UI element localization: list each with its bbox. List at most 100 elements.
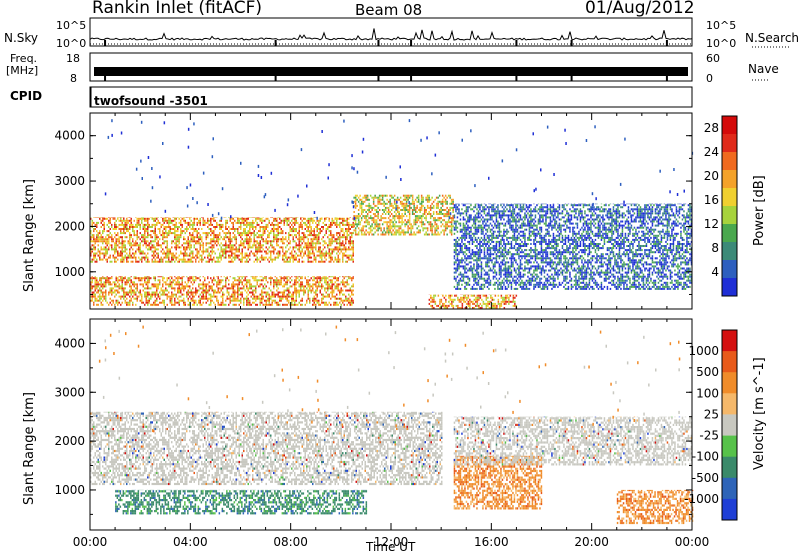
power-panel-cell: [463, 274, 465, 276]
power-panel-cell: [476, 265, 478, 267]
power-panel-cell: [454, 268, 456, 270]
power-panel-cell: [207, 248, 209, 250]
power-panel-cell: [218, 292, 220, 294]
power-panel-cell: [294, 276, 296, 277]
power-panel-cell: [138, 277, 140, 279]
power-panel-cell: [207, 257, 209, 259]
power-panel-cell: [168, 222, 170, 224]
power-panel-cell: [125, 226, 127, 228]
power-panel-cell: [246, 220, 248, 222]
power-panel-cell: [234, 248, 236, 250]
power-panel-cell: [467, 204, 469, 205]
power-panel-cell: [152, 296, 154, 298]
power-panel-cell: [443, 201, 445, 203]
power-panel-cell: [182, 261, 184, 263]
power-panel-cell: [348, 276, 350, 277]
power-panel-cell: [264, 240, 266, 242]
power-panel-cell: [164, 240, 166, 242]
power-panel-cell: [458, 251, 460, 253]
power-panel-cell: [134, 283, 136, 285]
power-panel-cell: [339, 290, 341, 292]
power-panel-cell: [207, 298, 209, 300]
power-panel-cell: [332, 253, 334, 255]
power-panel-cell: [347, 224, 349, 226]
power-panel-cell: [159, 296, 161, 298]
power-panel-cell: [418, 225, 420, 227]
power-panel-cell: [132, 226, 134, 228]
power-panel-cell: [377, 217, 379, 219]
power-panel-cell: [284, 294, 286, 296]
power-panel-cell: [326, 283, 328, 285]
power-panel-cell: [105, 277, 107, 279]
power-panel-cell: [173, 217, 175, 218]
power-panel-cell: [230, 251, 232, 253]
power-panel-cell: [317, 251, 319, 253]
power-panel-cell: [401, 209, 403, 211]
power-panel-cell: [204, 285, 206, 287]
power-panel-cell: [203, 296, 205, 298]
power-panel-cell: [212, 281, 214, 283]
power-panel-cell: [421, 221, 423, 223]
power-panel-cell: [146, 298, 148, 300]
power-panel-cell: [210, 246, 212, 248]
power-panel-cell: [116, 226, 118, 228]
power-panel-cell: [264, 283, 266, 285]
power-panel-cell: [269, 296, 271, 298]
power-panel-cell: [92, 276, 94, 277]
power-panel-cell: [161, 302, 163, 304]
power-panel-cell: [206, 292, 208, 294]
power-panel-cell: [308, 242, 310, 244]
power-panel-cell: [144, 240, 146, 242]
power-panel-cell: [484, 251, 486, 253]
power-panel-cell: [168, 230, 170, 232]
power-panel-cell: [440, 209, 442, 211]
power-panel-cell: [312, 248, 314, 250]
power-panel-cell: [460, 251, 462, 253]
power-panel-cell: [358, 209, 360, 211]
power-panel-cell: [303, 218, 305, 220]
power-panel-cell: [165, 217, 167, 218]
power-panel-cell: [129, 253, 131, 255]
power-panel-cell: [347, 279, 349, 281]
power-panel-cell: [482, 243, 484, 245]
power-panel-cell: [454, 233, 456, 235]
power-panel-cell: [179, 300, 181, 302]
power-panel-cell: [167, 242, 169, 244]
power-panel-cell: [219, 283, 221, 285]
power-panel-cell: [355, 197, 357, 199]
power-panel-cell: [207, 255, 209, 257]
power-panel-cell: [273, 251, 275, 253]
power-panel-cell: [457, 249, 459, 251]
power-panel-cell: [446, 234, 448, 236]
power-panel-cell: [270, 230, 272, 232]
power-panel-cell: [333, 251, 335, 253]
power-panel-cell: [191, 257, 193, 259]
power-panel-cell: [174, 279, 176, 281]
power-panel-cell: [189, 277, 191, 279]
power-panel-cell: [158, 220, 160, 222]
power-panel-cell: [120, 277, 122, 279]
power-panel-cell: [469, 284, 471, 286]
power-panel-cell: [324, 234, 326, 236]
power-panel-cell: [188, 217, 190, 218]
power-panel-cell: [473, 263, 475, 265]
power-panel-cell: [425, 209, 427, 211]
power-panel-cell: [279, 232, 281, 234]
power-panel-cell: [200, 234, 202, 236]
power-panel-cell: [192, 238, 194, 240]
power-panel-cell: [476, 270, 478, 272]
power-panel-cell: [263, 279, 265, 281]
power-panel-cell: [126, 248, 128, 250]
power-panel-cell: [290, 242, 292, 244]
power-panel-cell: [351, 290, 353, 292]
power-panel-cell: [355, 207, 357, 209]
power-panel-cell: [329, 302, 331, 304]
power-panel-cell: [348, 277, 350, 279]
power-panel-cell: [125, 294, 127, 296]
power-panel-cell: [156, 218, 158, 220]
power-panel-cell: [108, 246, 110, 248]
power-panel-cell: [107, 224, 109, 226]
power-panel-cell: [266, 304, 268, 306]
power-panel-cell: [234, 253, 236, 255]
power-panel-cell: [249, 246, 251, 248]
